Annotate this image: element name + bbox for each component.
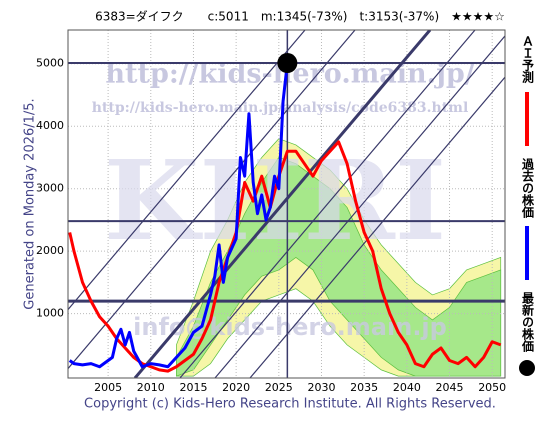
legend-label: 最新の株価 (521, 292, 535, 353)
plot-frame (67, 29, 506, 379)
trend-line (249, 76, 505, 378)
side-note: Generated on Monday 2026/1/5. (23, 98, 38, 309)
watermark: KHRI (104, 136, 446, 265)
legend-label: 過去の株価 (521, 157, 535, 219)
watermark: http://kids-hero.main.jp/analysis/code63… (92, 100, 469, 116)
x-tick-label: 2015 (179, 381, 207, 394)
legend-swatch (519, 360, 535, 376)
latest-price (277, 53, 298, 74)
x-tick-label: 2040 (393, 381, 421, 394)
footer: Copyright (c) Kids-Hero Research Institu… (84, 397, 496, 412)
trend-lines (68, 30, 505, 378)
y-tick-label: 2000 (36, 244, 64, 257)
x-tick-label: 2035 (350, 381, 378, 394)
trend-line (179, 30, 476, 378)
x-tick-label: 2025 (265, 381, 293, 394)
x-tick-label: 2010 (137, 381, 165, 394)
x-tick-label: 2005 (94, 381, 122, 394)
trend-line (214, 34, 505, 378)
y-tick-label: 1000 (36, 307, 64, 320)
x-tick-label: 2030 (307, 381, 335, 394)
x-tick-label: 2020 (222, 381, 250, 394)
y-tick-label: 4000 (36, 119, 64, 132)
y-tick-label: 3000 (36, 182, 64, 195)
trend-line (133, 30, 432, 378)
y-tick-label: 5000 (36, 57, 64, 70)
series-line (68, 62, 289, 369)
chart-title: 6383=ダイフク c:5011 m:1345(-73%) t:3153(-37… (95, 9, 505, 24)
trend-line (68, 30, 306, 311)
x-tick-label: 2045 (436, 381, 464, 394)
trend-line (68, 30, 356, 370)
x-tick-label: 2050 (478, 381, 506, 394)
legend-label: ＡＩ予測 (521, 35, 535, 84)
